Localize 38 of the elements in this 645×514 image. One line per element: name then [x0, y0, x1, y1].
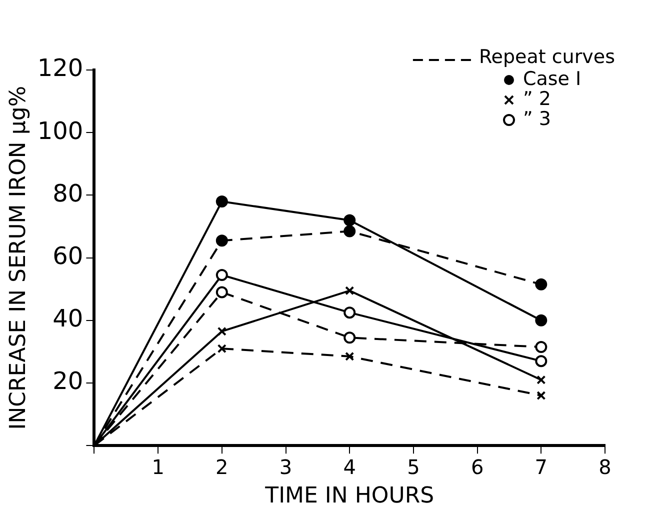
x-tick-label: 3	[279, 454, 292, 479]
legend-title: Repeat curves	[478, 46, 615, 68]
y-tick-label: 60	[52, 242, 84, 270]
y-axis-title: INCREASE IN SERUM IRON µg%	[6, 86, 31, 430]
point	[536, 390, 546, 400]
point	[217, 326, 226, 336]
point	[217, 344, 226, 354]
point	[535, 278, 548, 290]
x-tick-label: 1	[152, 454, 164, 479]
x-tick-label: 8	[598, 454, 612, 479]
point	[344, 214, 356, 226]
y-tick-label: 100	[37, 116, 84, 145]
point	[536, 375, 546, 384]
point	[345, 352, 354, 361]
point	[216, 286, 228, 298]
point	[535, 314, 548, 326]
x-tick-label: 5	[407, 454, 420, 479]
legend-label: Case I	[523, 68, 582, 90]
point	[344, 225, 356, 238]
x-tick-label: 6	[470, 454, 484, 479]
point	[216, 269, 228, 282]
legend-label: ” 2	[523, 88, 551, 110]
y-tick-label: 80	[52, 179, 84, 208]
x-tick-label: 7	[534, 454, 548, 479]
point	[216, 195, 228, 208]
point	[535, 355, 548, 368]
y-tick-label: 120	[37, 54, 84, 82]
point	[216, 234, 228, 247]
x-tick-label: 2	[216, 454, 228, 479]
point	[345, 286, 354, 296]
point	[535, 341, 548, 354]
point	[344, 332, 356, 344]
x-tick-label: 4	[343, 454, 356, 479]
point	[344, 306, 356, 319]
x-axis-title: TIME IN HOURS	[264, 484, 434, 509]
y-tick-label: 40	[52, 304, 84, 333]
legend-label: ” 3	[523, 108, 551, 130]
y-tick-label: 20	[52, 367, 84, 396]
